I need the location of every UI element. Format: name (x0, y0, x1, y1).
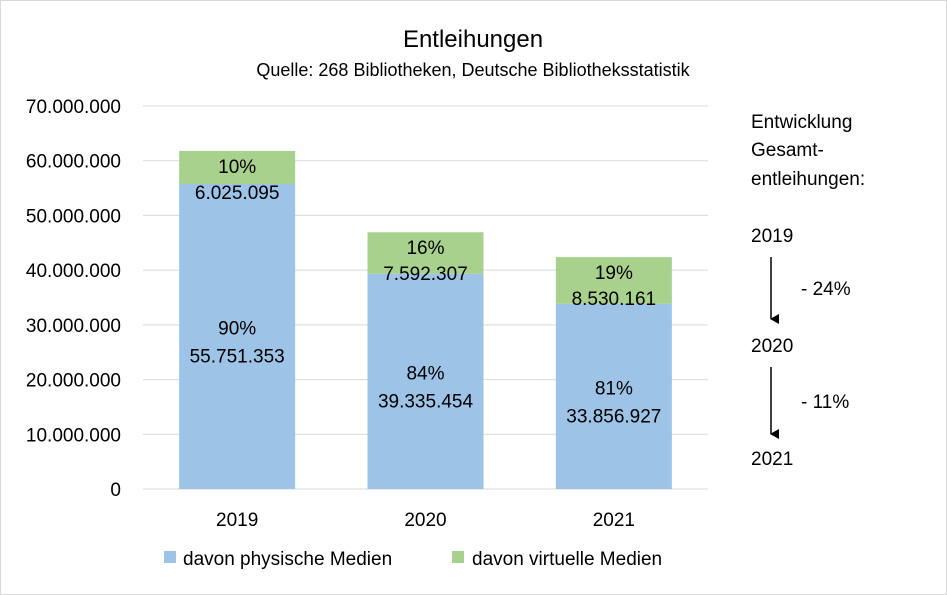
legend: davon physische Medien davon virtuelle M… (164, 549, 662, 570)
y-tick-label: 10.000.000 (26, 425, 121, 446)
annotation-heading-line-1: Entwicklung (751, 112, 852, 133)
data-label-value: 7.592.307 (383, 264, 468, 285)
data-label-value: 39.335.454 (378, 391, 474, 412)
legend-label-virtuelle: davon virtuelle Medien (472, 549, 662, 570)
data-label-percent: 84% (406, 363, 444, 384)
bar-2021-virtuelle (555, 257, 672, 304)
data-label-value: 6.025.095 (195, 183, 280, 204)
y-tick-label: 20.000.000 (26, 371, 121, 392)
data-label-percent: 10% (218, 157, 256, 178)
legend-swatch-physische (164, 551, 176, 563)
bar-2021-physische (555, 303, 672, 489)
y-tick-label: 30.000.000 (26, 316, 121, 337)
y-tick-label: 40.000.000 (26, 261, 121, 282)
data-label-value: 55.751.353 (190, 346, 285, 367)
data-label-percent: 16% (406, 238, 444, 259)
x-tick-label: 2020 (404, 510, 446, 531)
bars (179, 150, 672, 489)
y-tick-label: 70.000.000 (26, 97, 121, 118)
y-axis-tick-labels: 0 10.000.000 20.000.000 30.000.000 40.000.00… (26, 97, 121, 501)
chart-subtitle: Quelle: 268 Bibliotheken, Deutsche Bibli… (256, 60, 690, 80)
annotation-heading-line-2: Gesamt- (751, 140, 824, 161)
data-label-value: 33.856.927 (566, 406, 661, 427)
annotation-year-2020: 2020 (751, 336, 793, 357)
annotation-change-2020-2021: - 11% (801, 392, 849, 413)
chart-title: Entleihungen (403, 26, 543, 53)
y-tick-label: 60.000.000 (26, 152, 121, 173)
x-tick-label: 2019 (216, 510, 258, 531)
y-tick-label: 50.000.000 (26, 206, 121, 227)
data-label-value: 8.530.161 (572, 289, 657, 310)
development-annotation: Entwicklung Gesamt- entleihungen: 2019 -… (751, 112, 865, 470)
legend-swatch-virtuelle (452, 551, 464, 563)
data-labels: 90% 55.751.353 10% 6.025.095 84% 39.335.454 16… (190, 157, 662, 427)
legend-label-physische: davon physische Medien (183, 549, 392, 570)
x-axis-tick-labels: 2019 2020 2021 (216, 510, 635, 531)
bar-2020-physische (367, 273, 484, 489)
data-label-percent: 19% (595, 263, 633, 284)
annotation-year-2021: 2021 (751, 449, 793, 470)
annotation-year-2019: 2019 (751, 226, 793, 247)
bar-2019-physische (179, 183, 296, 489)
bar-2019-virtuelle (179, 150, 296, 184)
x-tick-label: 2021 (593, 510, 635, 531)
annotation-change-2019-2020: - 24% (801, 279, 851, 300)
data-label-percent: 81% (595, 378, 633, 399)
data-label-percent: 90% (218, 318, 256, 339)
y-tick-label: 0 (110, 480, 121, 501)
bar-2020-virtuelle (367, 232, 484, 274)
annotation-heading-line-3: entleihungen: (751, 169, 865, 190)
